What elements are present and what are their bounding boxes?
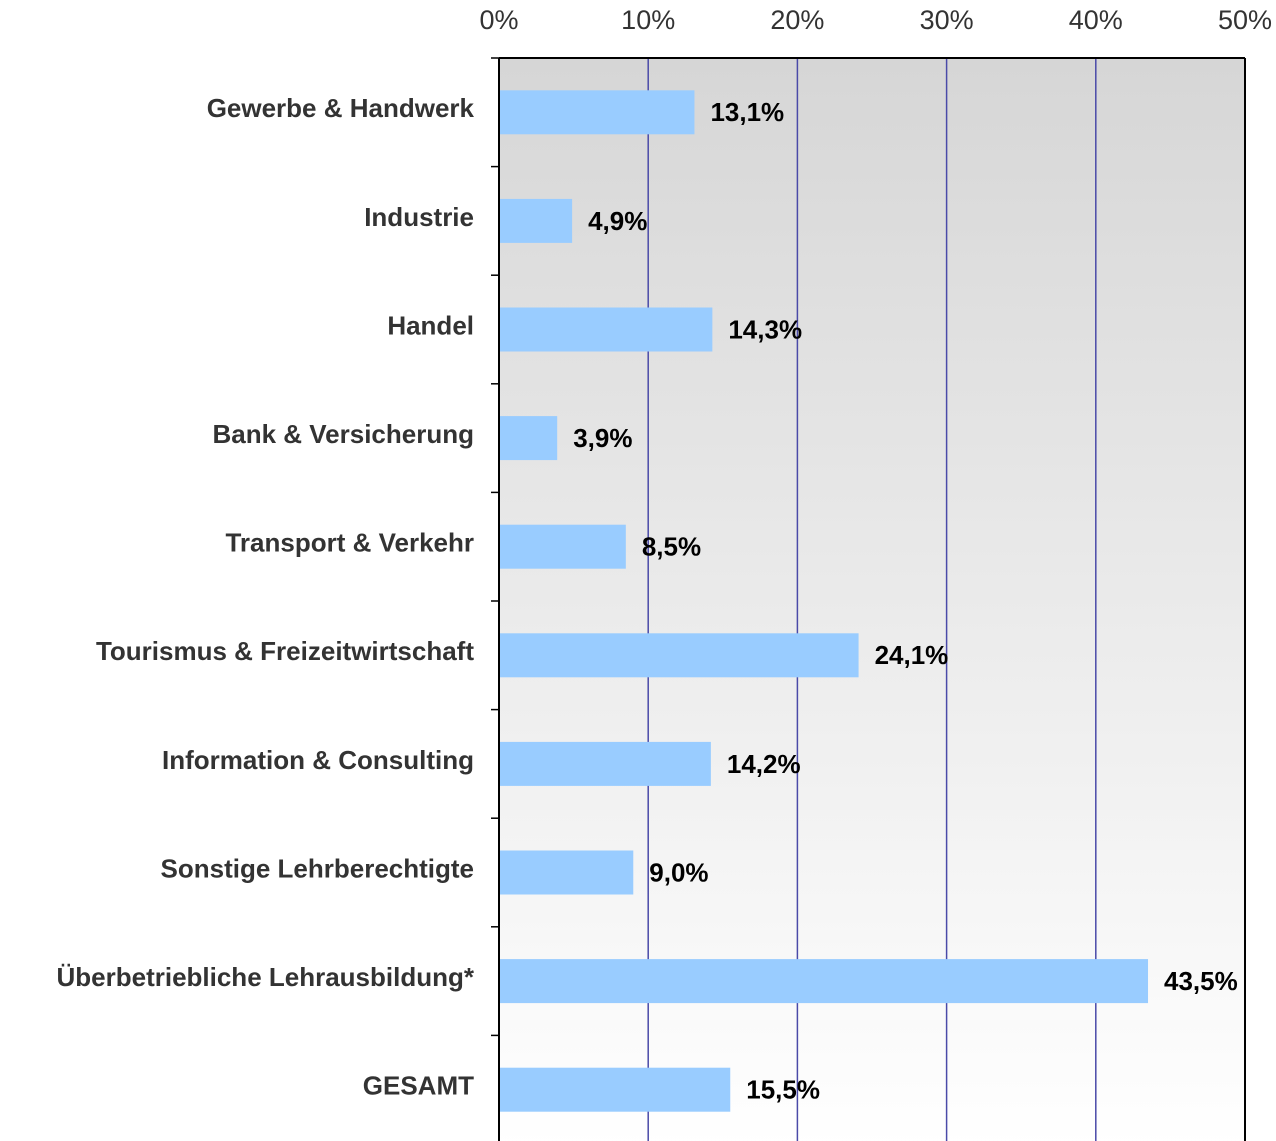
y-tick-label: Tourismus & Freizeitwirtschaft [96,636,474,666]
x-tick-label: 40% [1069,5,1123,35]
y-tick-label: Industrie [364,202,474,232]
data-label: 43,5% [1164,966,1238,996]
y-tick-label: Transport & Verkehr [225,528,474,558]
bar [499,307,713,352]
y-tick-label: Gewerbe & Handwerk [207,93,475,123]
x-tick-label: 20% [770,5,824,35]
bar [499,959,1149,1004]
data-label: 13,1% [710,97,784,127]
bar [499,633,859,678]
x-tick-label: 30% [920,5,974,35]
y-tick-label: Bank & Versicherung [212,419,474,449]
bar [499,850,634,895]
bar [499,741,711,786]
data-label: 8,5% [642,532,701,562]
data-label: 24,1% [875,640,949,670]
y-tick-label: Handel [387,310,474,340]
y-tick-label: Überbetriebliche Lehrausbildung* [56,962,474,992]
x-tick-label: 0% [479,5,518,35]
y-tick-label: GESAMT [363,1071,474,1101]
bar [499,90,695,135]
y-tick-label: Sonstige Lehrberechtigte [161,853,475,883]
data-label: 9,0% [649,857,708,887]
bar [499,1067,731,1112]
bar [499,416,558,461]
data-label: 15,5% [746,1075,820,1105]
data-label: 3,9% [573,423,632,453]
x-tick-label: 10% [621,5,675,35]
x-tick-label: 50% [1218,5,1272,35]
bar [499,524,626,569]
data-label: 4,9% [588,206,647,236]
data-label: 14,3% [728,314,802,344]
y-tick-label: Information & Consulting [162,745,474,775]
data-label: 14,2% [727,749,801,779]
bar [499,198,573,243]
